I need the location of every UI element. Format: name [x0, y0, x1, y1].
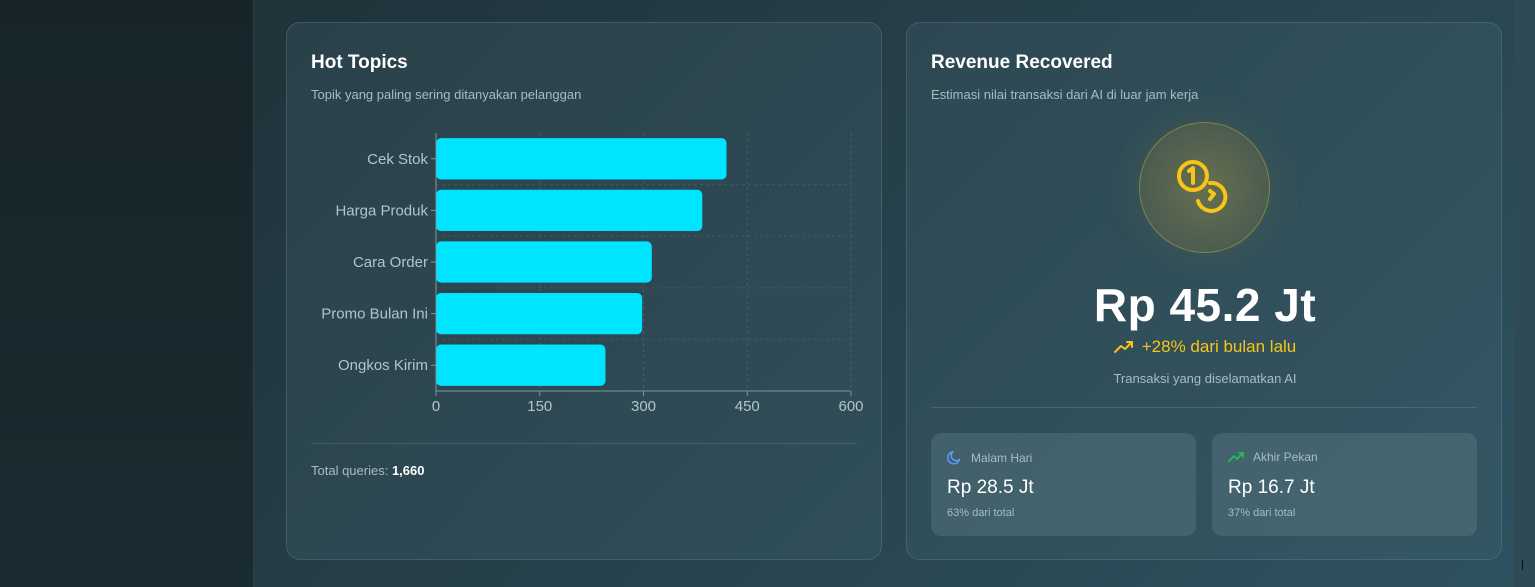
bar-2: [436, 241, 652, 283]
hot-topics-card: Hot Topics Topik yang paling sering dita…: [286, 22, 882, 560]
total-queries: Total queries: 1,660: [311, 463, 425, 478]
revenue-card: Revenue Recovered Estimasi nilai transak…: [906, 22, 1502, 560]
night-revenue-header: Malam Hari: [947, 450, 1032, 465]
weekend-revenue-card: Akhir Pekan Rp 16.7 Jt 37% dari total: [1212, 433, 1477, 536]
sidebar: [0, 0, 254, 587]
weekend-revenue-value: Rp 16.7 Jt: [1228, 477, 1315, 498]
weekend-revenue-share: 37% dari total: [1228, 507, 1296, 519]
x-tick-label: 450: [735, 398, 760, 415]
revenue-divider: [931, 407, 1477, 408]
weekend-revenue-header: Akhir Pekan: [1228, 450, 1318, 464]
revenue-title: Revenue Recovered: [931, 52, 1113, 73]
revenue-caption: Transaksi yang diselamatkan AI: [1113, 371, 1297, 386]
total-queries-label: Total queries:: [311, 463, 389, 478]
night-revenue-value: Rp 28.5 Jt: [947, 477, 1034, 498]
bar-4: [436, 344, 606, 386]
night-revenue-share: 63% dari total: [947, 507, 1015, 519]
y-tick-label: Harga Produk: [335, 202, 428, 219]
x-tick-label: 0: [432, 398, 440, 415]
bar-1: [436, 189, 703, 232]
y-tick-label: Cara Order: [353, 254, 428, 271]
revenue-value: Rp 45.2 Jt: [1093, 279, 1317, 331]
trending-up-icon: [1228, 452, 1244, 462]
moon-icon: [947, 451, 961, 465]
hot-topics-title: Hot Topics: [311, 52, 408, 73]
hot-topics-divider: [311, 443, 857, 444]
weekend-revenue-label: Akhir Pekan: [1253, 450, 1318, 464]
revenue-subtitle: Estimasi nilai transaksi dari AI di luar…: [931, 87, 1199, 102]
revenue-growth-text: +28% dari bulan lalu: [1141, 337, 1297, 356]
x-tick-label: 600: [838, 398, 863, 415]
night-revenue-label: Malam Hari: [971, 450, 1033, 465]
page-scrollbar[interactable]: [1514, 0, 1535, 587]
coins-icon: [1177, 160, 1228, 213]
trending-up-icon: [1113, 341, 1133, 353]
night-revenue-card: Malam Hari Rp 28.5 Jt 63% dari total: [931, 433, 1196, 536]
x-tick-label: 300: [631, 398, 656, 415]
y-tick-label: Ongkos Kirim: [338, 357, 428, 374]
y-tick-label: Cek Stok: [367, 151, 428, 168]
hot-topics-subtitle: Topik yang paling sering ditanyakan pela…: [311, 87, 582, 102]
y-tick-label: Promo Bulan Ini: [321, 306, 428, 323]
coins-icon-badge: [1139, 122, 1270, 253]
x-tick-label: 150: [527, 398, 552, 415]
hot-topics-bar-chart: Cek Stok Harga Produk Cara Order Promo Bula…: [321, 133, 864, 415]
revenue-growth: +28% dari bulan lalu: [907, 337, 1503, 357]
bar-0: [436, 138, 727, 180]
total-queries-value: 1,660: [391, 463, 425, 478]
bar-3: [436, 292, 643, 335]
